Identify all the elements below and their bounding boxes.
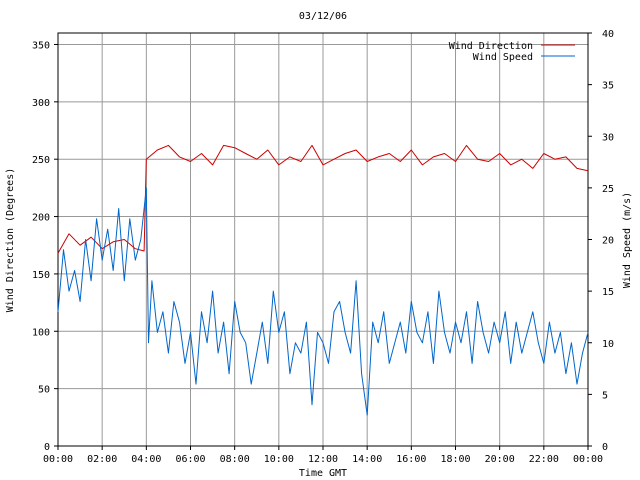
y-right-tick-label: 0 [602,442,608,453]
y-left-tick-label: 300 [32,98,50,109]
series-line-wind-speed [57,187,589,416]
y-right-tick-label: 15 [602,287,614,298]
x-tick-label: 02:00 [87,454,117,465]
y-axis-left-label: Wind Direction (Degrees) [5,168,16,313]
series-line-wind-direction [57,144,589,254]
x-tick-label: 16:00 [396,454,426,465]
y-axis-right: 0 5 10 15 20 25 30 35 40 [588,29,614,453]
y-right-tick-label: 25 [602,184,614,195]
x-tick-label: 04:00 [131,454,161,465]
x-tick-label: 14:00 [352,454,382,465]
x-tick-label: 00:00 [573,454,603,465]
legend-label: Wind Direction [449,41,533,52]
x-tick-label: 18:00 [440,454,470,465]
x-axis: 00:00 02:00 04:00 06:00 08:00 10:00 12:00 14:00… [43,446,603,465]
y-left-tick-label: 0 [44,442,50,453]
y-right-tick-label: 5 [602,390,608,401]
x-tick-label: 10:00 [264,454,294,465]
y-right-tick-label: 20 [602,236,614,247]
y-right-tick-label: 40 [602,29,614,40]
x-tick-label: 00:00 [43,454,73,465]
y-left-tick-label: 100 [32,327,50,338]
y-right-tick-label: 30 [602,132,614,143]
x-tick-label: 06:00 [175,454,205,465]
y-left-tick-label: 200 [32,213,50,224]
series-group [57,144,589,416]
y-axis-left: 0 50 100 150 200 250 300 350 [32,40,58,453]
y-right-tick-label: 10 [602,339,614,350]
grid [58,33,588,446]
y-left-tick-label: 50 [38,385,50,396]
y-left-tick-label: 150 [32,270,50,281]
y-axis-right-label: Wind Speed (m/s) [622,192,633,288]
y-left-tick-label: 250 [32,155,50,166]
legend-label: Wind Speed [473,52,533,63]
x-tick-label: 08:00 [220,454,250,465]
x-axis-label: Time GMT [299,468,347,479]
chart-title: 03/12/06 [299,11,347,22]
x-tick-label: 22:00 [529,454,559,465]
x-tick-label: 12:00 [308,454,338,465]
y-right-tick-label: 35 [602,81,614,92]
y-left-tick-label: 350 [32,40,50,51]
x-tick-label: 20:00 [485,454,515,465]
